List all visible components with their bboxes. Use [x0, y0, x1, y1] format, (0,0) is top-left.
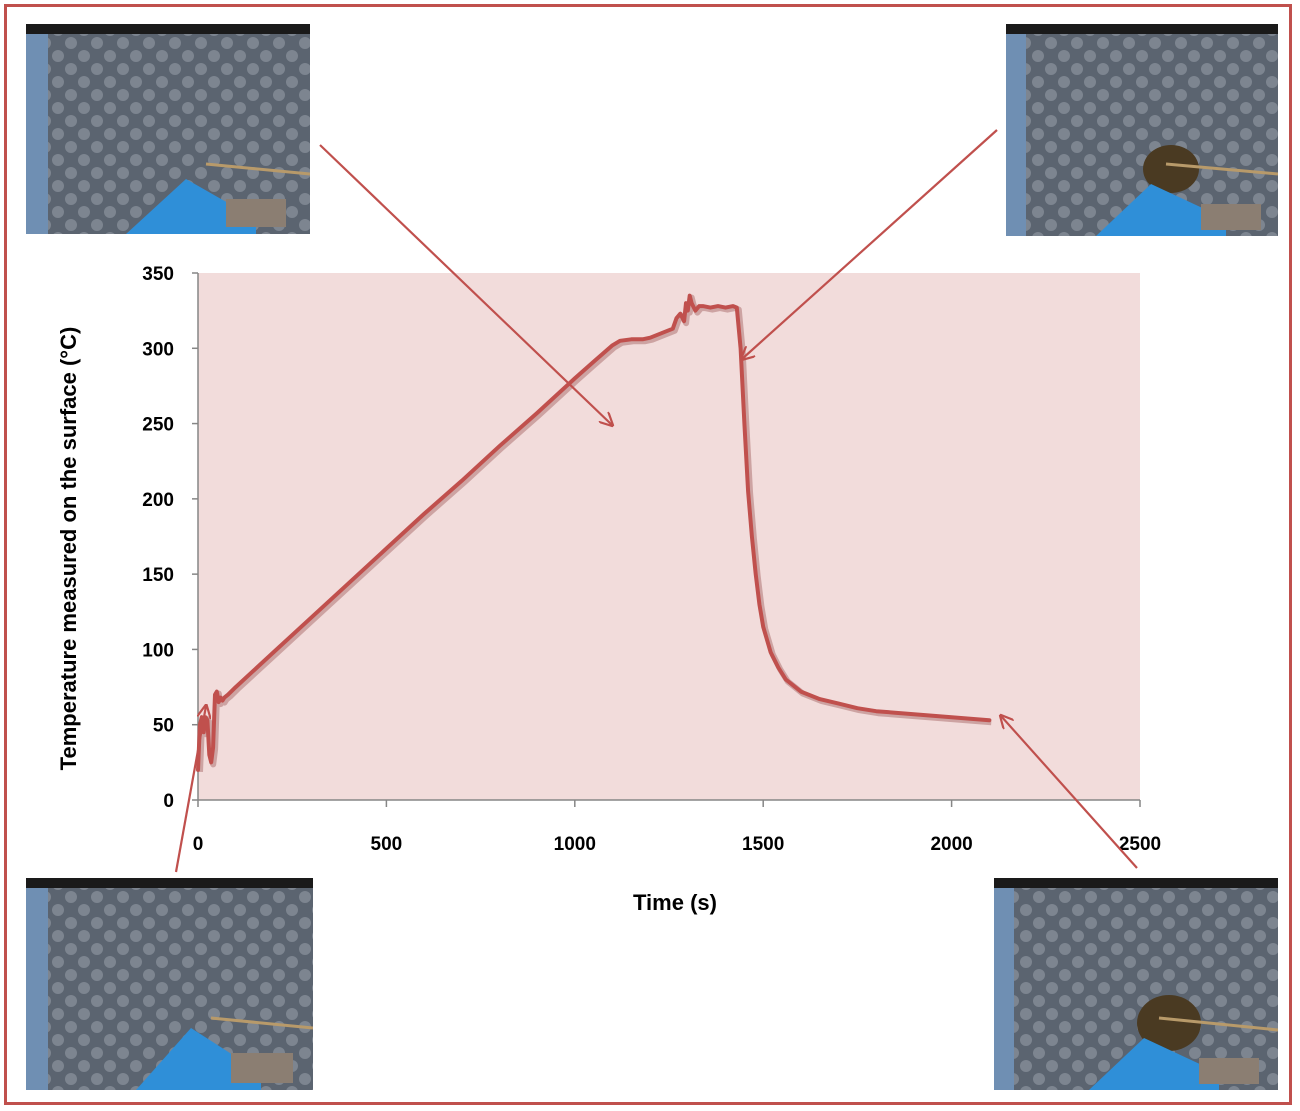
y-tick-label: 350 — [142, 264, 174, 285]
x-tick-label: 1500 — [742, 834, 784, 855]
arrow-to-start — [174, 706, 206, 873]
x-tick-label: 2000 — [930, 834, 972, 855]
y-tick-label: 250 — [142, 415, 174, 436]
y-tick-label: 0 — [163, 791, 174, 812]
photo-top-right — [1006, 24, 1278, 236]
annotation-arrows — [174, 129, 1138, 873]
x-tick-label: 0 — [193, 834, 204, 855]
arrow-to-peak — [742, 129, 998, 359]
x-tick-label: 500 — [371, 834, 403, 855]
photo-top-left-image — [26, 24, 310, 234]
plot-area — [198, 273, 1140, 800]
x-tick-label: 2500 — [1119, 834, 1161, 855]
arrow-to-plateau-begin — [319, 144, 612, 425]
figure-border — [4, 4, 1292, 1105]
y-tick-label: 200 — [142, 490, 174, 511]
y-tick-label: 50 — [153, 716, 174, 737]
photo-bottom-right-image — [994, 878, 1278, 1090]
photo-top-left — [26, 24, 310, 234]
photo-bottom-left — [26, 878, 313, 1090]
arrow-to-end — [1001, 716, 1138, 869]
photo-top-right-image — [1006, 24, 1278, 236]
photo-bottom-right — [994, 878, 1278, 1090]
series-line — [196, 293, 992, 772]
y-axis-title: Temperature measured on the surface (°C) — [56, 327, 81, 771]
photo-bottom-left-image — [26, 878, 313, 1090]
y-tick-label: 150 — [142, 565, 174, 586]
y-tick-label: 300 — [142, 339, 174, 360]
x-tick-label: 1000 — [554, 834, 596, 855]
x-axis-title: Time (s) — [633, 890, 717, 915]
y-tick-label: 100 — [142, 640, 174, 661]
